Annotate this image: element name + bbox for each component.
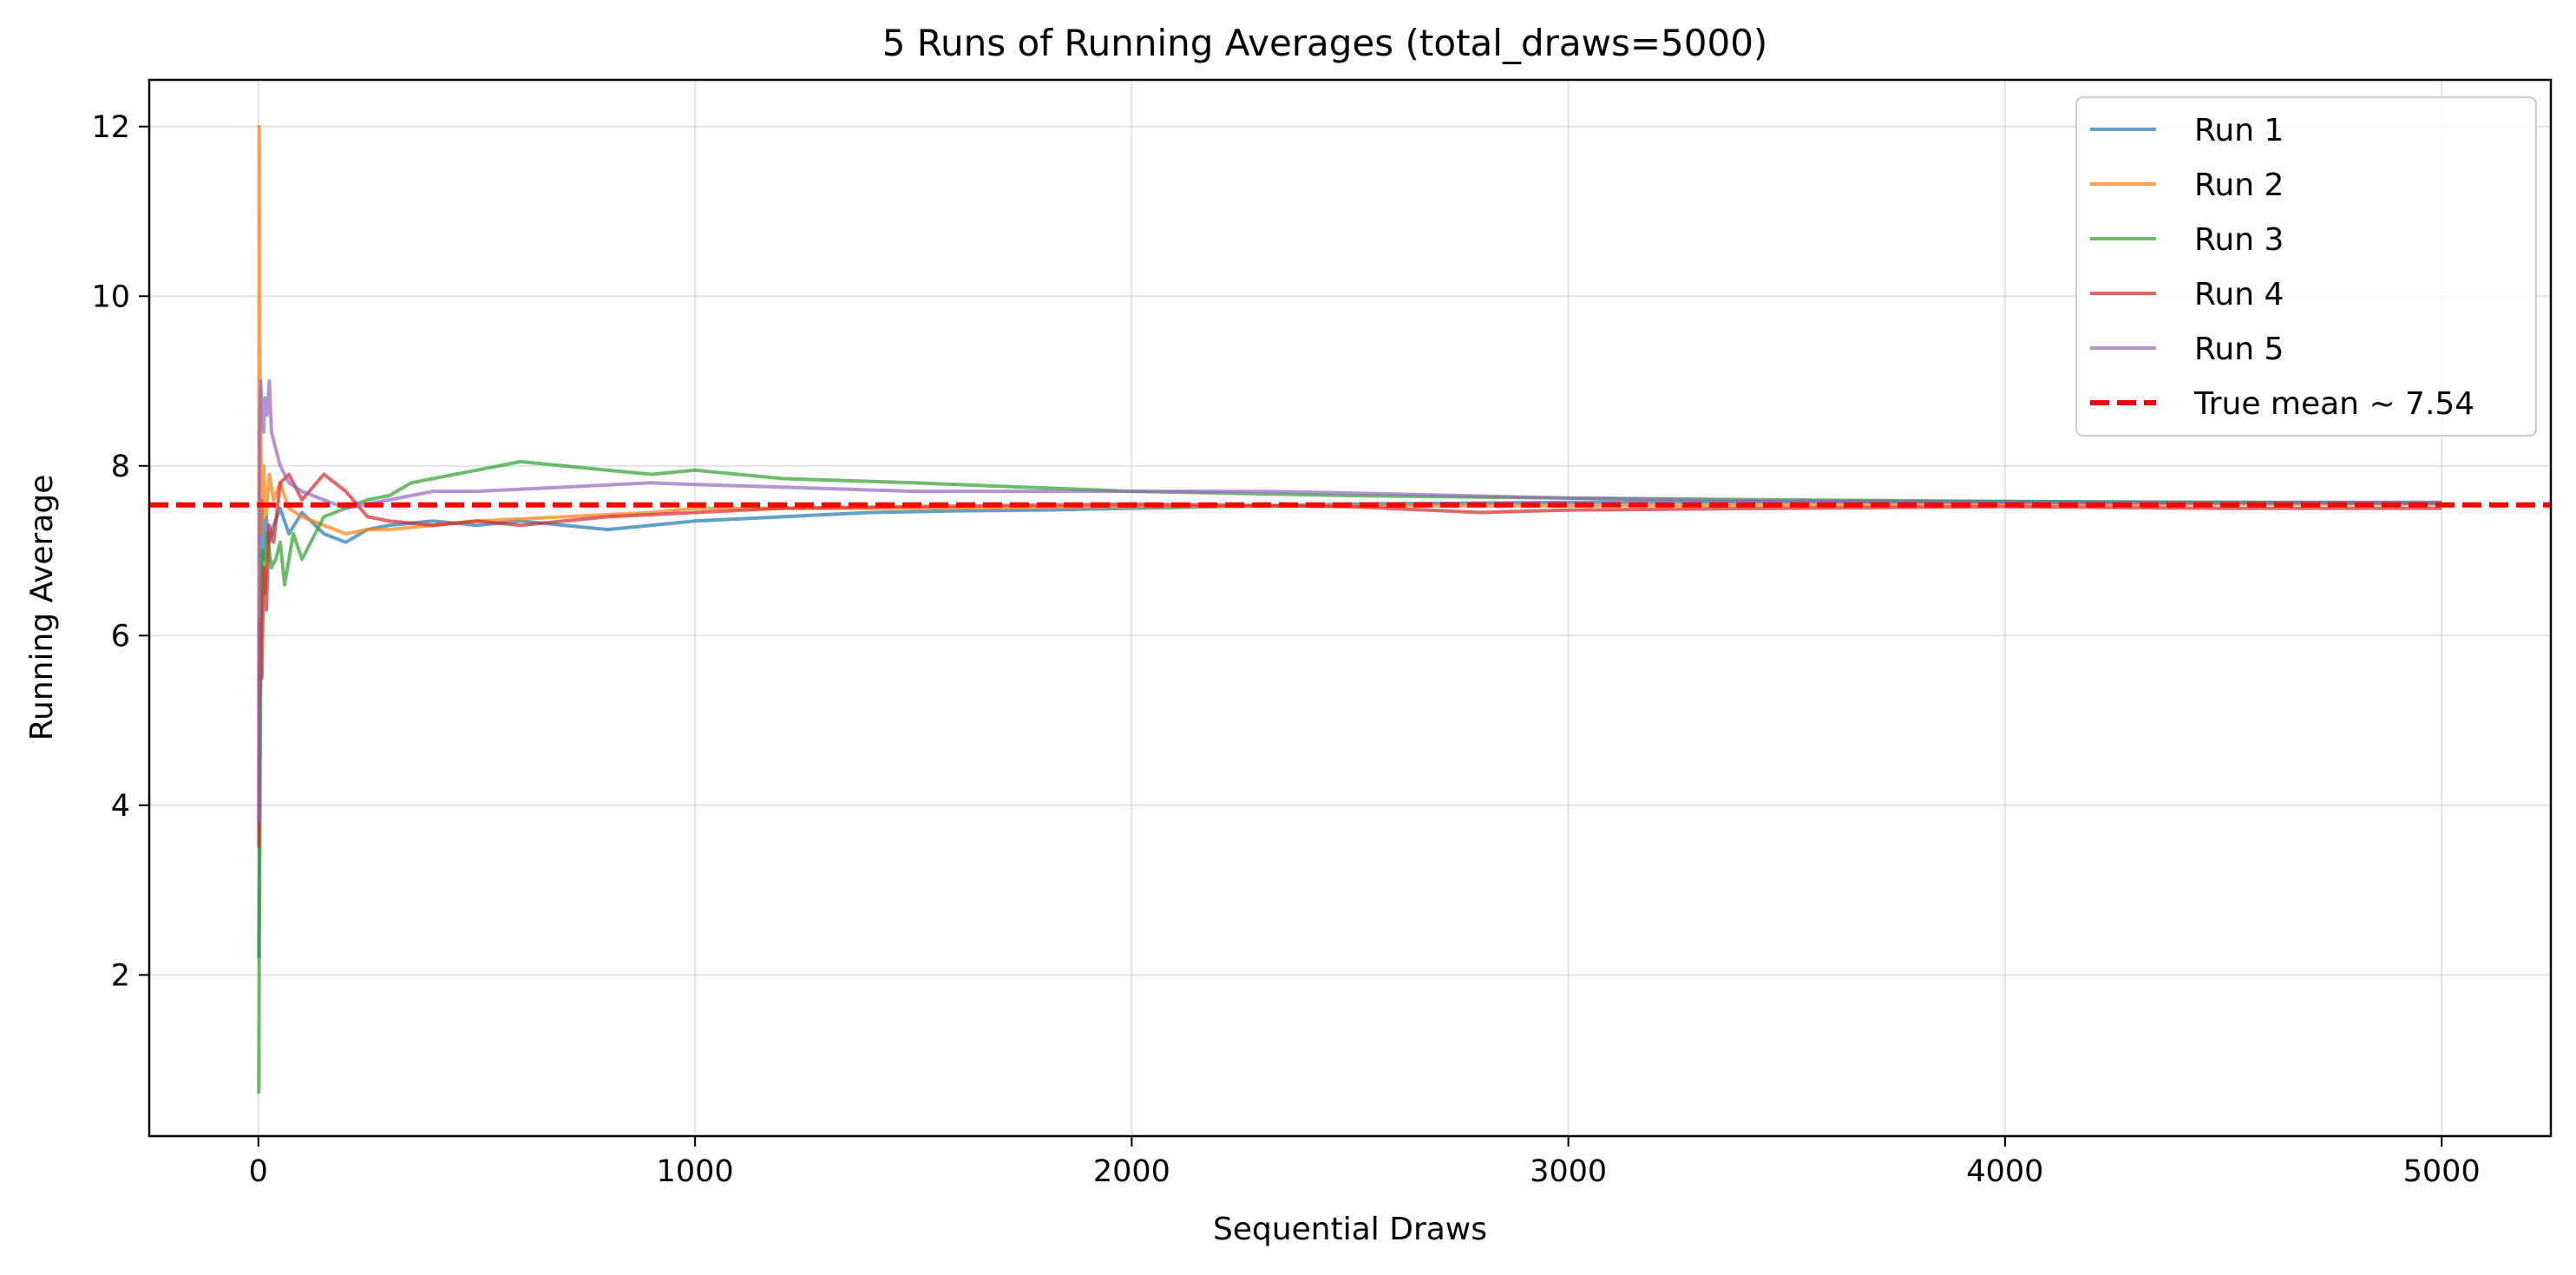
legend-label: Run 1 xyxy=(2194,113,2284,148)
legend-label: True mean ~ 7.54 xyxy=(2193,386,2474,422)
x-axis: 0 1000 2000 3000 4000 5000 xyxy=(249,1136,2481,1189)
legend-label: Run 3 xyxy=(2194,222,2284,258)
x-tick-label: 0 xyxy=(249,1154,268,1189)
legend-label: Run 5 xyxy=(2194,332,2284,367)
legend-label: Run 4 xyxy=(2194,277,2284,312)
x-tick-label: 5000 xyxy=(2403,1154,2481,1189)
y-tick-label: 4 xyxy=(111,789,130,824)
plot-frame xyxy=(147,78,2553,1138)
legend-box xyxy=(2075,96,2537,437)
legend-label: Run 2 xyxy=(2194,168,2284,203)
series-line-run-2 xyxy=(257,124,2442,721)
y-tick-label: 10 xyxy=(91,279,130,314)
y-axis: 2 4 6 8 10 12 xyxy=(91,110,149,993)
y-tick-label: 8 xyxy=(111,450,130,484)
x-tick-label: 2000 xyxy=(1093,1154,1170,1189)
legend: Run 1 Run 2 Run 3 Run 4 Run 5 True mean ~ 7.5… xyxy=(2075,96,2537,437)
series-line-run-4 xyxy=(257,472,2442,848)
y-axis-label: Running Average xyxy=(24,475,60,741)
x-tick-label: 4000 xyxy=(1966,1154,2043,1189)
y-tick-label: 6 xyxy=(111,619,130,654)
series-line-run-3 xyxy=(257,459,2442,1094)
chart-title: 5 Runs of Running Averages (total_draws=… xyxy=(882,22,1768,64)
plot-area xyxy=(149,124,2551,1094)
y-tick-label: 12 xyxy=(91,110,130,145)
x-axis-label: Sequential Draws xyxy=(1213,1212,1487,1247)
series-group xyxy=(149,124,2551,1094)
x-tick-label: 3000 xyxy=(1530,1154,1607,1189)
y-tick-label: 2 xyxy=(111,958,130,993)
x-tick-label: 1000 xyxy=(657,1154,734,1189)
